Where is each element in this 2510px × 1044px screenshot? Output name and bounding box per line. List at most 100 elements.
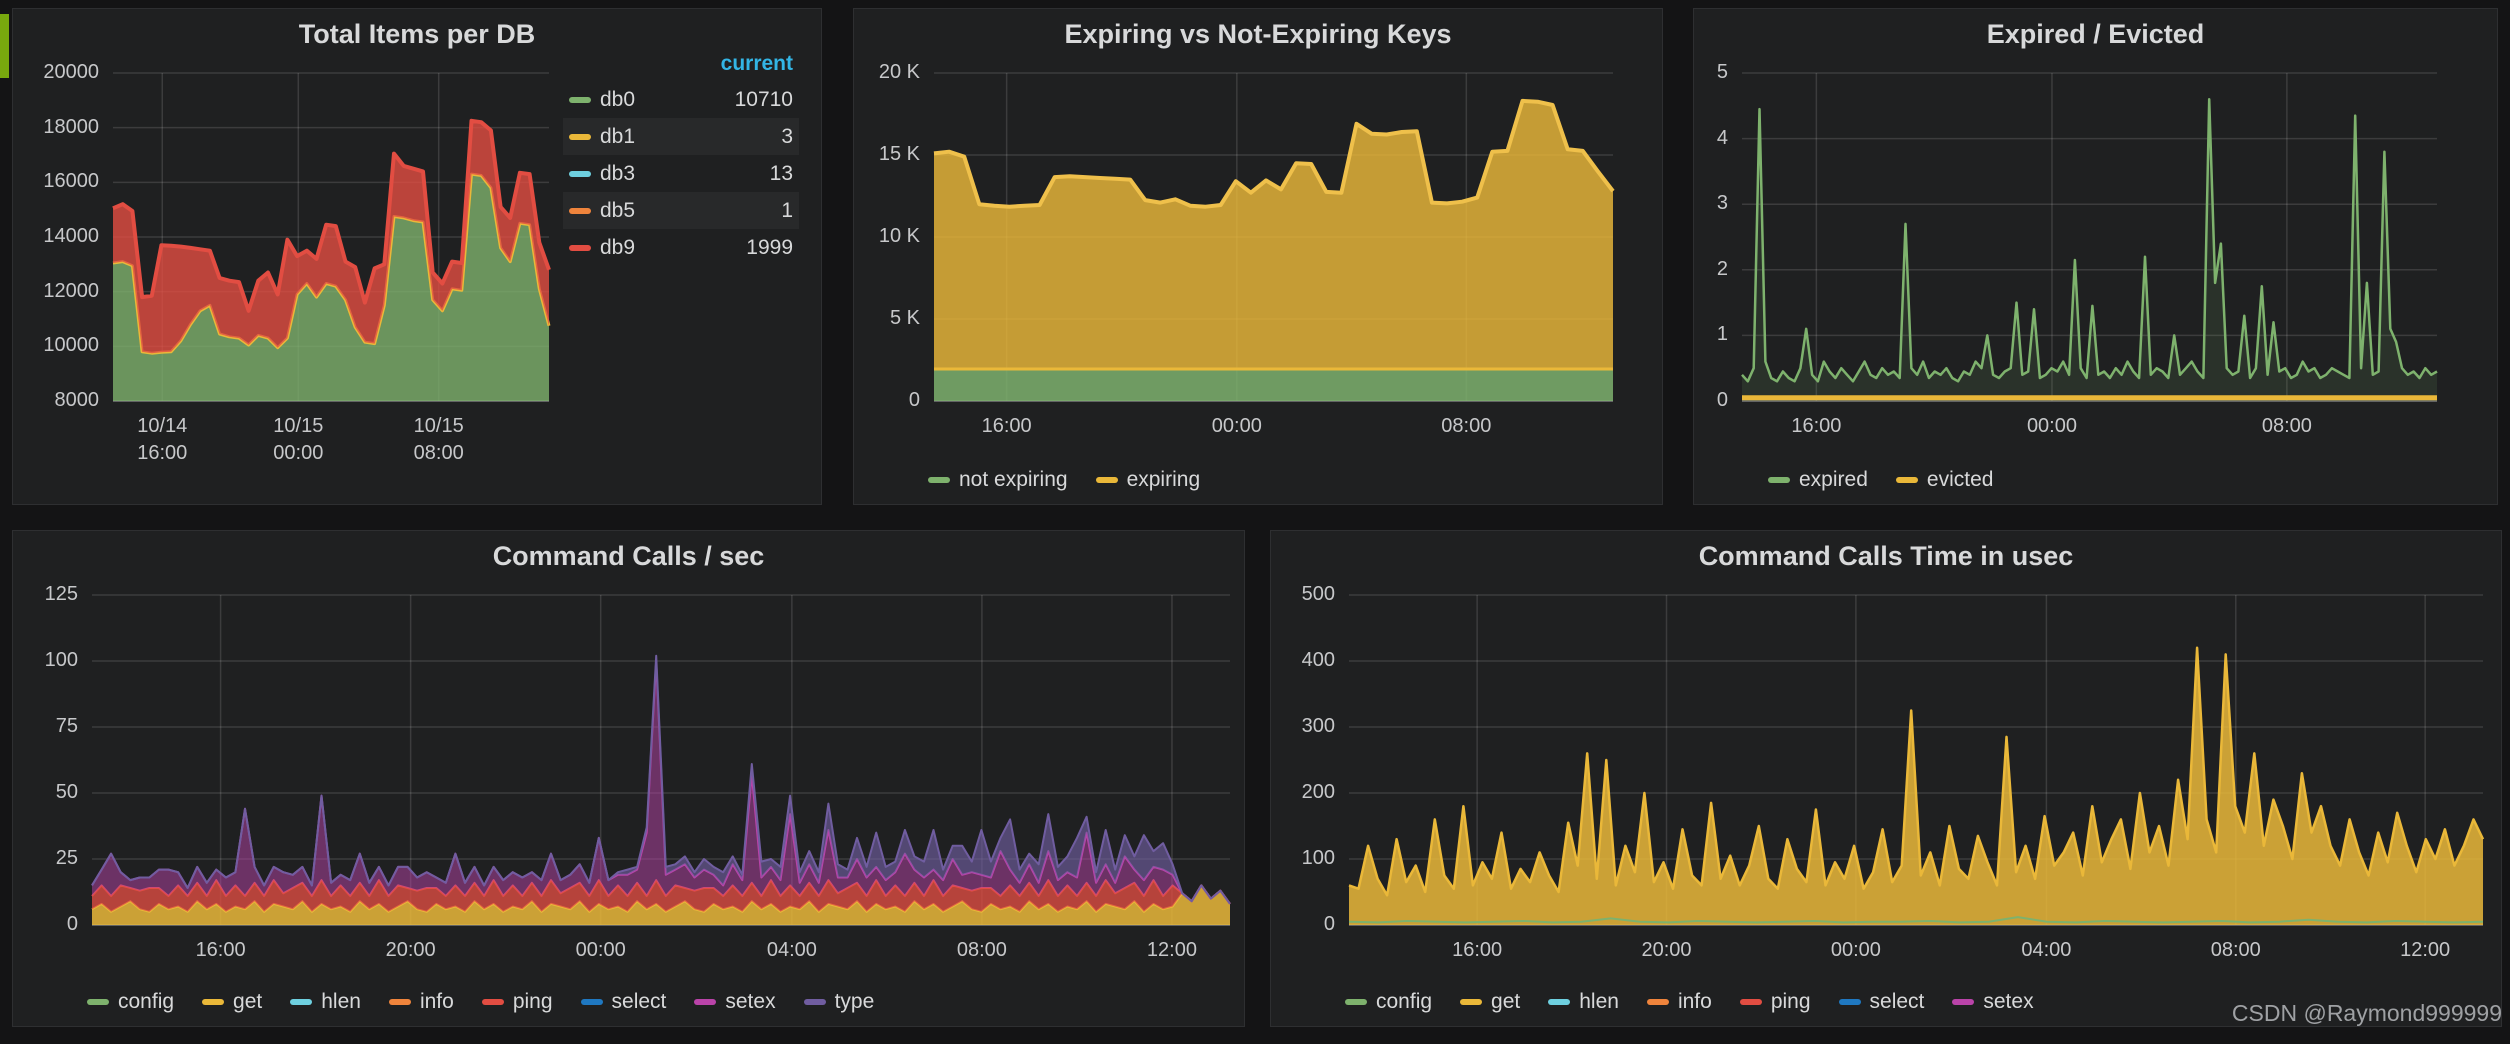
y-tick-label: 125 bbox=[44, 583, 78, 605]
x-tick-label: 10/15 08:00 bbox=[413, 415, 464, 464]
legend-label: db0 bbox=[600, 87, 636, 111]
legend-label: db9 bbox=[600, 235, 636, 259]
y-tick-label: 300 bbox=[1301, 715, 1335, 737]
legend-swatch-icon bbox=[1460, 999, 1483, 1005]
chart-plot[interactable] bbox=[91, 594, 1231, 926]
x-tick-label: 16:00 bbox=[195, 939, 246, 961]
legend-swatch-icon bbox=[569, 244, 591, 251]
legend-current-value: 3 bbox=[781, 124, 793, 148]
y-tick-label: 20000 bbox=[43, 61, 99, 83]
chart-plot[interactable] bbox=[933, 72, 1615, 402]
legend-row-db3[interactable]: db3 13 bbox=[563, 155, 799, 192]
panel-title[interactable]: Expiring vs Not-Expiring Keys bbox=[1064, 19, 1452, 49]
legend-swatch-icon bbox=[1768, 477, 1790, 483]
legend-swatch-icon bbox=[290, 999, 313, 1005]
legend: config get hlen info ping select setex bbox=[1345, 990, 2034, 1014]
legend-label: db3 bbox=[600, 161, 636, 185]
row-indicator[interactable] bbox=[0, 14, 9, 78]
y-tick-label: 10000 bbox=[43, 334, 99, 357]
legend-row-db1[interactable]: db1 3 bbox=[563, 118, 799, 155]
chart-plot[interactable] bbox=[1741, 72, 2438, 402]
panel-expiring-vs-not-expiring-keys: Expiring vs Not-Expiring Keys not expiri… bbox=[853, 8, 1663, 505]
legend-item-get[interactable]: get bbox=[202, 990, 262, 1014]
legend-row-db0[interactable]: db0 10710 bbox=[563, 81, 799, 118]
legend-item-info[interactable]: info bbox=[1646, 990, 1712, 1014]
y-tick-label: 400 bbox=[1301, 649, 1335, 671]
watermark: CSDN @Raymond999999 bbox=[2231, 1000, 2502, 1026]
legend-item-config[interactable]: config bbox=[87, 990, 174, 1014]
legend-label: ping bbox=[1770, 990, 1811, 1013]
legend-item-hlen[interactable]: hlen bbox=[290, 990, 361, 1014]
legend-swatch-icon bbox=[1345, 999, 1367, 1005]
chart-plot[interactable] bbox=[1348, 594, 2485, 926]
legend-item-select[interactable]: select bbox=[1838, 990, 1924, 1014]
legend-label: setex bbox=[725, 990, 776, 1013]
legend-swatch-icon bbox=[1095, 477, 1118, 483]
y-tick-label: 15 K bbox=[878, 143, 920, 165]
legend-label: hlen bbox=[1579, 990, 1619, 1013]
panel-title[interactable]: Command Calls / sec bbox=[492, 541, 765, 571]
y-tick-label: 0 bbox=[66, 913, 78, 935]
y-tick-label: 1 bbox=[1716, 323, 1728, 346]
legend-swatch-icon bbox=[569, 133, 591, 140]
y-tick-label: 5 bbox=[1716, 61, 1728, 83]
panel-total-items-per-db: Total Items per DB current db0 10710 db1 3 db… bbox=[12, 8, 822, 505]
x-tick-label: 12:00 bbox=[1146, 939, 1197, 961]
legend-swatch-icon bbox=[1646, 999, 1669, 1005]
panel-command-calls-time-in-usec: Command Calls Time in usec config get hlen… bbox=[1270, 530, 2502, 1027]
legend-item-expiring[interactable]: expiring bbox=[1095, 468, 1200, 492]
legend-swatch-icon bbox=[202, 999, 225, 1005]
legend-label: info bbox=[419, 990, 454, 1013]
legend-swatch-icon bbox=[803, 999, 826, 1005]
legend-item-config[interactable]: config bbox=[1345, 990, 1432, 1014]
y-tick-label: 20 K bbox=[878, 61, 920, 83]
legend-swatch-icon bbox=[694, 999, 717, 1005]
y-tick-label: 12000 bbox=[43, 279, 99, 302]
legend-row-db5[interactable]: db5 1 bbox=[563, 192, 799, 229]
y-tick-label: 0 bbox=[1323, 913, 1335, 935]
legend-swatch-icon bbox=[481, 999, 504, 1005]
y-tick-label: 100 bbox=[1301, 847, 1335, 869]
legend-item-select[interactable]: select bbox=[580, 990, 667, 1014]
x-tick-label: 12:00 bbox=[2400, 939, 2451, 961]
legend-item-not-expiring[interactable]: not expiring bbox=[928, 468, 1068, 492]
legend-label: config bbox=[1376, 990, 1433, 1013]
legend-item-type[interactable]: type bbox=[803, 990, 874, 1014]
legend-item-hlen[interactable]: hlen bbox=[1548, 990, 1619, 1014]
legend-current-value: 1999 bbox=[746, 235, 793, 259]
legend-row-db9[interactable]: db9 1999 bbox=[563, 229, 799, 266]
legend-item-evicted[interactable]: evicted bbox=[1895, 468, 1993, 492]
legend: expired evicted bbox=[1768, 468, 1993, 492]
legend-current-value: 13 bbox=[769, 161, 793, 185]
y-tick-label: 500 bbox=[1301, 583, 1335, 605]
y-tick-label: 5 K bbox=[889, 307, 920, 329]
legend-swatch-icon bbox=[928, 477, 950, 483]
legend-swatch-icon bbox=[580, 999, 603, 1005]
legend-swatch-icon bbox=[87, 999, 109, 1005]
legend-item-expired[interactable]: expired bbox=[1768, 468, 1868, 492]
legend-item-ping[interactable]: ping bbox=[481, 990, 553, 1014]
panel-title[interactable]: Total Items per DB bbox=[298, 19, 536, 49]
legend-label: select bbox=[611, 990, 667, 1013]
legend-item-get[interactable]: get bbox=[1460, 990, 1520, 1014]
legend-label: get bbox=[233, 990, 263, 1013]
x-tick-label: 10/15 00:00 bbox=[273, 415, 324, 464]
legend-item-setex[interactable]: setex bbox=[1952, 990, 2034, 1014]
legend-item-ping[interactable]: ping bbox=[1739, 990, 1811, 1014]
legend-item-info[interactable]: info bbox=[388, 990, 454, 1014]
legend-label: get bbox=[1491, 990, 1521, 1013]
chart-plot[interactable] bbox=[112, 72, 551, 402]
x-tick-label: 10/14 16:00 bbox=[137, 415, 188, 464]
panel-title[interactable]: Expired / Evicted bbox=[1986, 19, 2205, 49]
y-tick-label: 100 bbox=[44, 649, 78, 671]
legend-header-current[interactable]: current bbox=[720, 52, 793, 75]
legend-label: expired bbox=[1799, 468, 1868, 491]
legend-item-setex[interactable]: setex bbox=[694, 990, 776, 1014]
legend: not expiring expiring bbox=[928, 468, 1200, 492]
x-tick-label: 00:00 bbox=[2026, 415, 2077, 437]
x-tick-label: 08:00 bbox=[1441, 415, 1492, 437]
x-tick-label: 08:00 bbox=[956, 939, 1007, 961]
x-tick-label: 16:00 bbox=[1452, 939, 1503, 961]
panel-title[interactable]: Command Calls Time in usec bbox=[1698, 541, 2074, 571]
legend-label: ping bbox=[512, 990, 553, 1013]
